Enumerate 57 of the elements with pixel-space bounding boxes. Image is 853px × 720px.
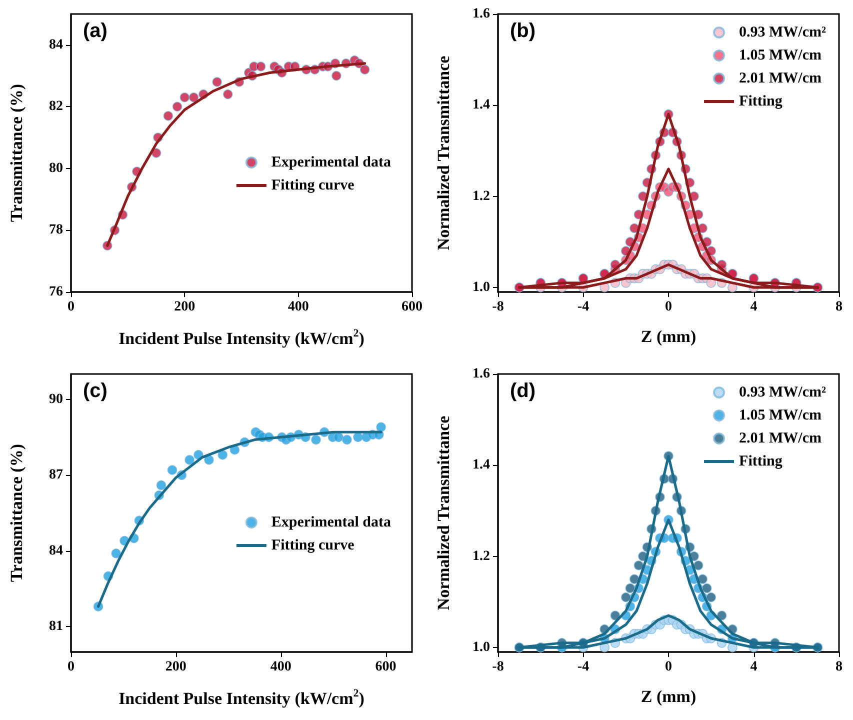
y-axis-title: Transmittance (%) bbox=[7, 84, 26, 222]
chart-title: (b) bbox=[510, 20, 536, 42]
y-tick-label: 80 bbox=[49, 160, 63, 176]
legend-label: 1.05 MW/cm bbox=[739, 48, 822, 64]
x-tick-label: 4 bbox=[750, 660, 758, 674]
legend-label: Fitting curve bbox=[271, 538, 355, 554]
x-tick-label: 400 bbox=[270, 660, 292, 674]
y-tick-label: 1.4 bbox=[472, 98, 490, 113]
y-axis-title: Normalized Transmittance bbox=[434, 55, 453, 250]
y-tick-label: 1.0 bbox=[472, 280, 490, 295]
x-tick-label: 600 bbox=[375, 660, 396, 674]
x-tick-label: -4 bbox=[577, 660, 590, 674]
y-tick-label: 1.4 bbox=[472, 458, 490, 473]
x-tick-label: 8 bbox=[836, 660, 842, 674]
legend-label: 2.01 MW/cm bbox=[739, 70, 822, 86]
chart-title: (c) bbox=[83, 380, 108, 402]
legend-label: Fitting bbox=[739, 454, 783, 470]
x-tick-label: 0 bbox=[665, 300, 672, 314]
legend-label: Fitting bbox=[739, 94, 783, 110]
x-tick-label: 200 bbox=[165, 660, 186, 674]
x-tick-label: -8 bbox=[492, 660, 504, 674]
y-tick-label: 84 bbox=[49, 37, 63, 52]
y-axis-title: Transmittance (%) bbox=[7, 444, 26, 582]
y-tick-label: 84 bbox=[49, 543, 63, 558]
y-tick-label: 1.2 bbox=[472, 548, 490, 564]
chart-title: (a) bbox=[83, 20, 108, 42]
x-tick-label: 8 bbox=[836, 300, 842, 314]
x-axis-title: Z (mm) bbox=[640, 687, 696, 706]
x-tick-label: -8 bbox=[492, 300, 504, 314]
y-tick-label: 90 bbox=[49, 392, 63, 407]
y-tick-label: 78 bbox=[49, 222, 63, 238]
legend-label: Fitting curve bbox=[271, 178, 355, 194]
y-tick-label: 81 bbox=[49, 619, 63, 634]
x-tick-label: 4 bbox=[750, 300, 758, 314]
y-tick-label: 1.2 bbox=[472, 188, 490, 204]
y-tick-label: 82 bbox=[49, 99, 63, 114]
x-tick-label: -4 bbox=[577, 300, 590, 314]
legend-label: Experimental data bbox=[271, 154, 392, 170]
x-tick-label: 0 bbox=[665, 660, 672, 674]
x-axis-title: Z (mm) bbox=[640, 327, 696, 346]
legend-label: Experimental data bbox=[271, 514, 392, 530]
y-tick-label: 1.6 bbox=[472, 6, 490, 22]
legend-label: 2.01 MW/cm bbox=[739, 430, 822, 446]
x-tick-label: 200 bbox=[174, 300, 196, 314]
y-tick-label: 1.0 bbox=[472, 640, 490, 655]
x-tick-label: 0 bbox=[68, 660, 74, 674]
legend-label: 0.93 MW/cm² bbox=[739, 384, 827, 400]
y-axis-title: Normalized Transmittance bbox=[434, 415, 453, 610]
chart-title: (d) bbox=[510, 380, 536, 402]
y-tick-label: 87 bbox=[49, 468, 63, 483]
x-tick-label: 400 bbox=[288, 300, 309, 314]
legend-label: 0.93 MW/cm² bbox=[739, 24, 827, 40]
x-tick-label: 600 bbox=[402, 300, 422, 314]
y-tick-label: 1.6 bbox=[472, 366, 490, 382]
y-tick-label: 76 bbox=[49, 284, 63, 300]
legend-label: 1.05 MW/cm bbox=[739, 408, 822, 424]
x-tick-label: 0 bbox=[68, 300, 74, 314]
